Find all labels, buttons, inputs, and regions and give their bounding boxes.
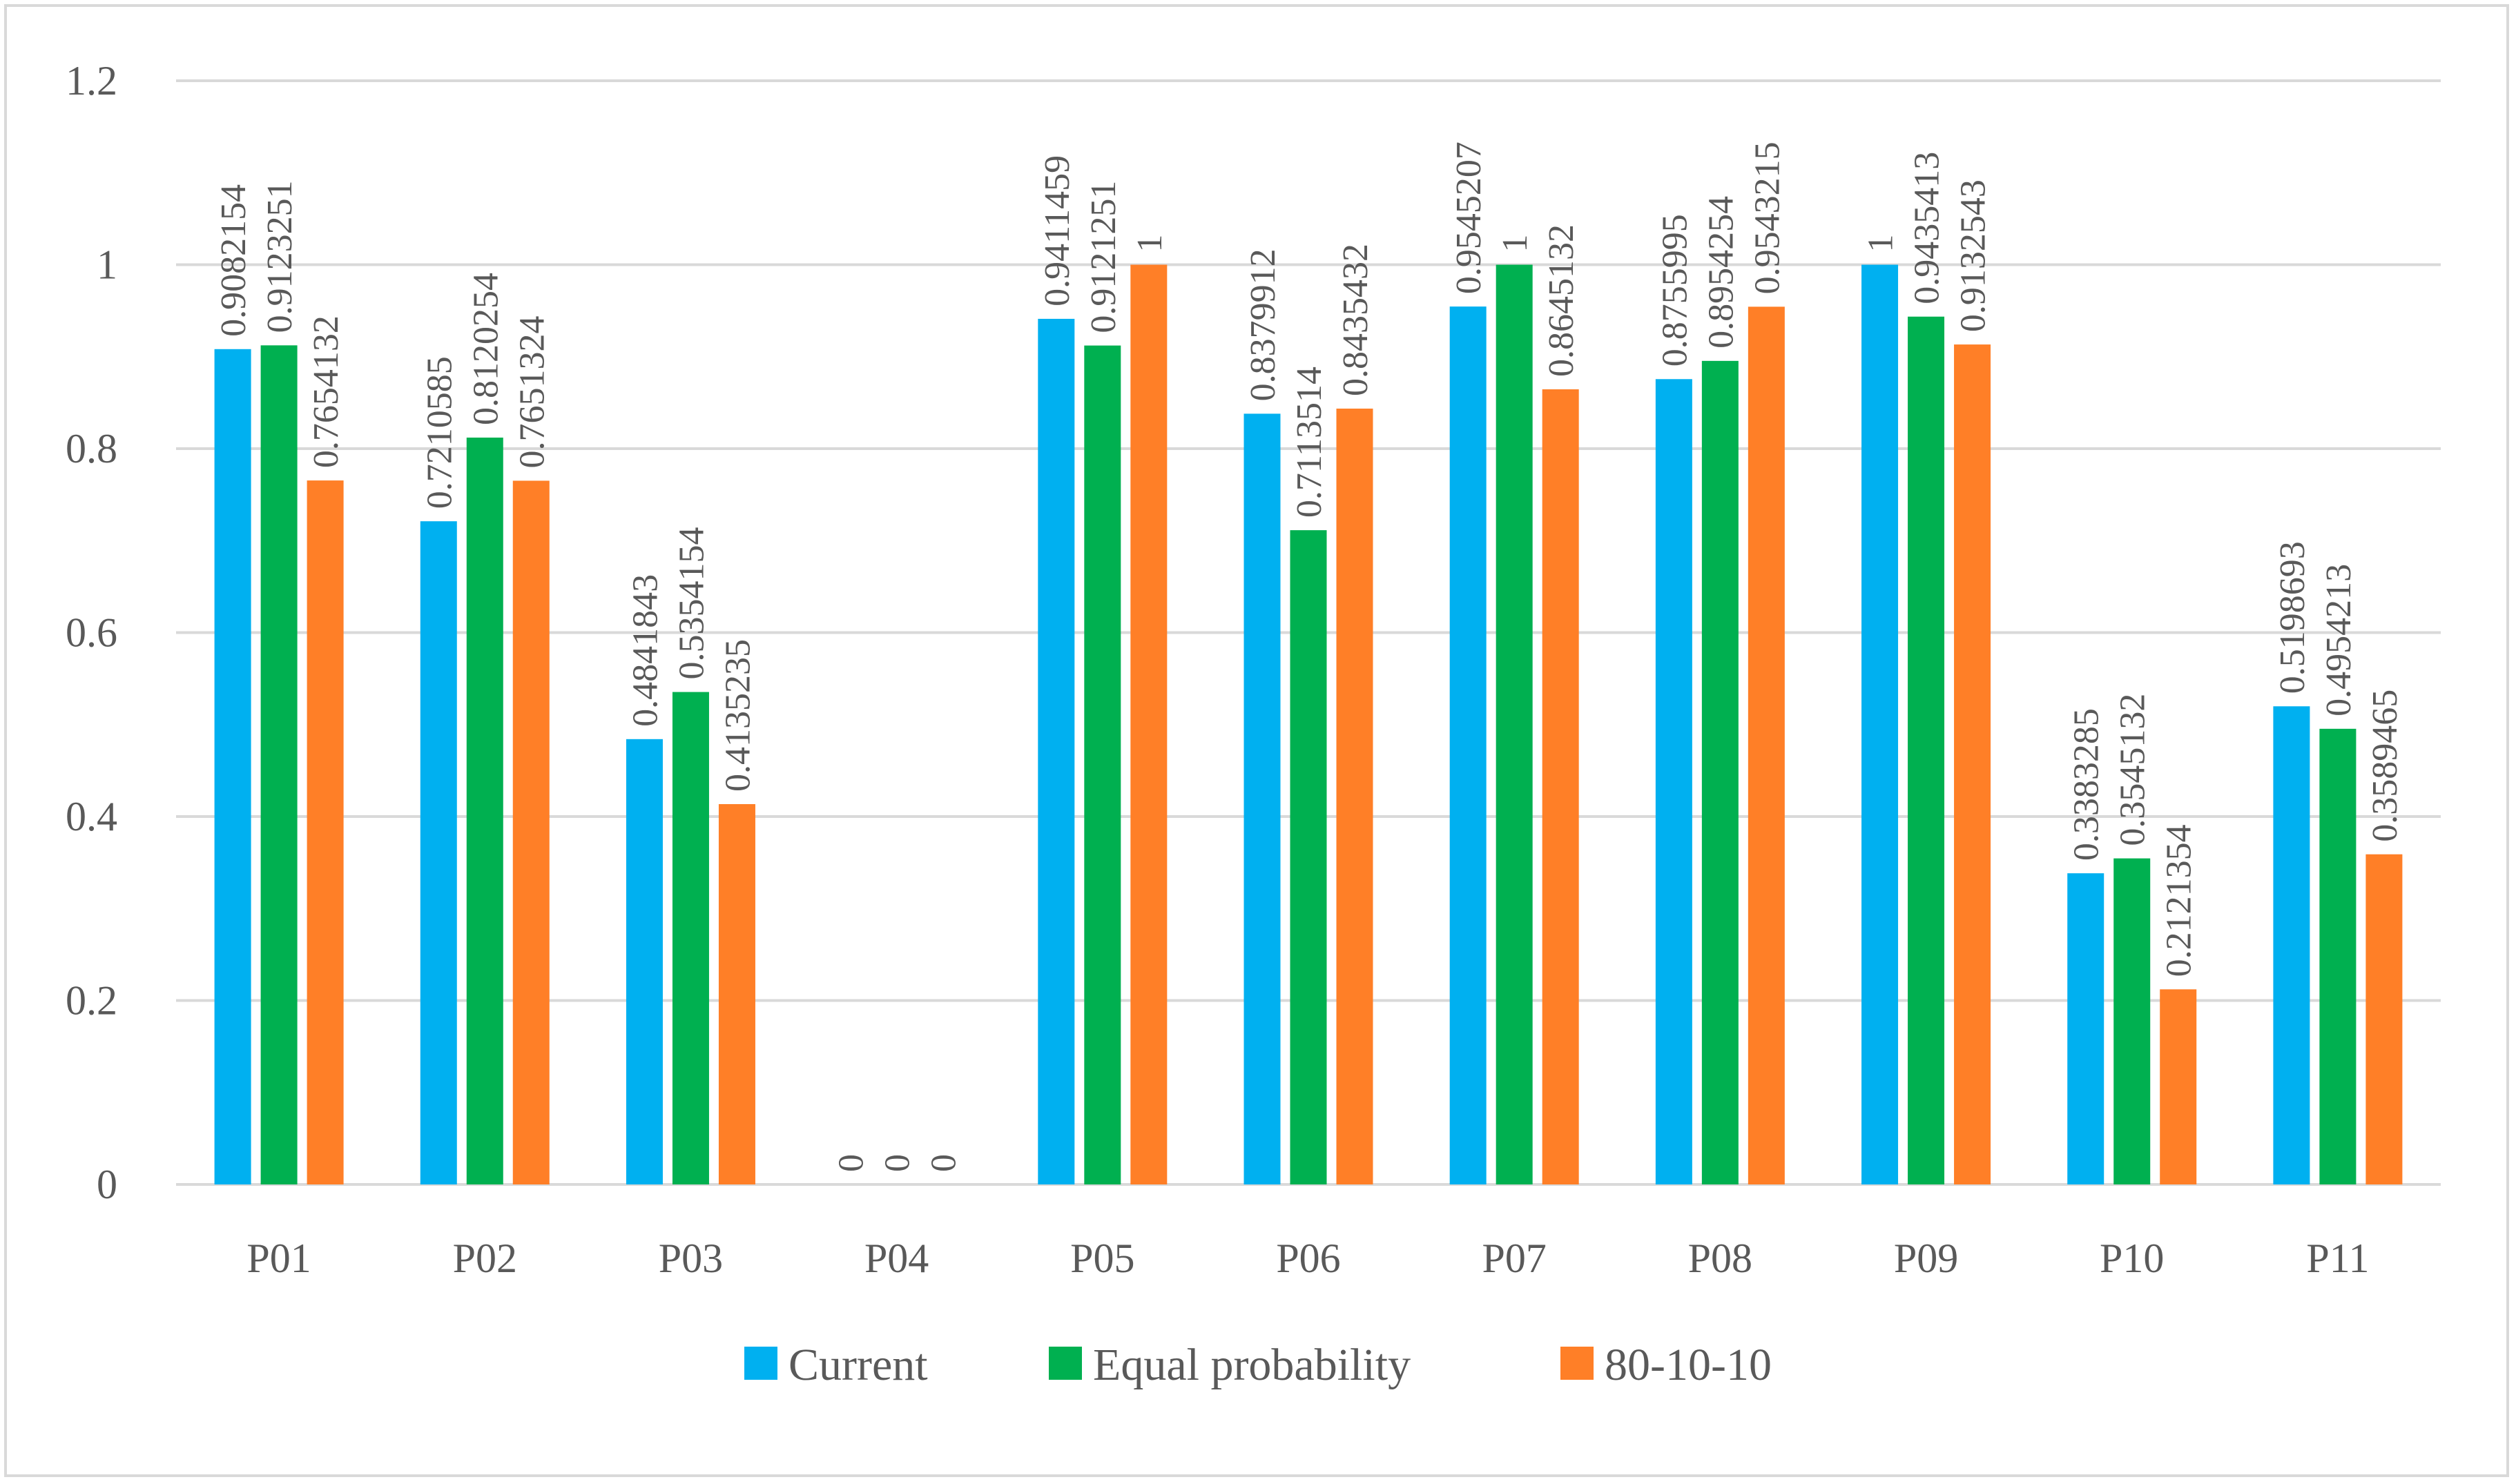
- data-label: 0.9543215: [1748, 141, 1787, 294]
- bar-p03-series-1: [672, 692, 709, 1184]
- data-label: 0: [878, 1154, 918, 1172]
- bar-p06-series-1: [1290, 530, 1327, 1184]
- legend-label: Equal probability: [1093, 1340, 1411, 1390]
- data-label: 0.7654132: [307, 315, 346, 468]
- data-label: 0.3383285: [2067, 708, 2107, 861]
- data-label: 0.9121251: [1084, 181, 1123, 333]
- legend: Current Equal probability 80-10-10: [744, 1340, 1772, 1390]
- data-label: 0.9545207: [1449, 141, 1489, 294]
- data-label: 0.8379912: [1244, 248, 1283, 401]
- data-label: 0.9123251: [260, 180, 300, 333]
- x-tick-label: P03: [659, 1236, 723, 1281]
- x-tick-label: P11: [2306, 1236, 2369, 1281]
- data-label: 0.4954213: [2319, 564, 2359, 716]
- x-tick-label: P01: [246, 1236, 311, 1281]
- y-tick-label: 1: [97, 242, 117, 288]
- bars: [214, 264, 2403, 1185]
- bar-p02-series-2: [512, 480, 550, 1184]
- bar-p01-series-0: [214, 349, 251, 1184]
- x-tick-label: P08: [1688, 1236, 1752, 1281]
- bar-p11-series-1: [2319, 728, 2357, 1184]
- bar-p07-series-0: [1449, 306, 1487, 1184]
- data-label: 0.8954254: [1701, 196, 1741, 349]
- bar-p02-series-0: [420, 521, 457, 1184]
- data-label: 0.9132543: [1954, 179, 1993, 332]
- bar-p06-series-0: [1244, 413, 1281, 1184]
- bar-p10-series-2: [2160, 989, 2197, 1184]
- bar-p09-series-2: [1954, 344, 1991, 1185]
- data-label: 1: [1861, 235, 1901, 253]
- y-tick-label: 0.6: [66, 610, 117, 656]
- x-tick-label: P10: [2100, 1236, 2164, 1281]
- bar-p11-series-2: [2365, 854, 2403, 1184]
- bar-p01-series-1: [260, 345, 298, 1185]
- bar-p10-series-1: [2113, 858, 2151, 1184]
- bar-p09-series-0: [1861, 264, 1899, 1184]
- data-label: 0.7651324: [512, 315, 552, 468]
- data-label: 0.4841843: [626, 574, 665, 727]
- data-label: 0.5354154: [672, 527, 711, 680]
- bar-p08-series-0: [1655, 379, 1692, 1184]
- bar-p10-series-0: [2067, 873, 2104, 1184]
- data-label: 0.9082154: [214, 184, 253, 337]
- data-label: 0.7210585: [420, 356, 459, 509]
- bar-p09-series-1: [1908, 316, 1945, 1185]
- data-label: 0.3545132: [2113, 694, 2153, 846]
- data-label: 0.2121354: [2160, 824, 2199, 977]
- bar-p05-series-1: [1084, 345, 1121, 1185]
- bar-p08-series-2: [1748, 306, 1785, 1185]
- bar-p07-series-1: [1496, 264, 1533, 1184]
- bar-p05-series-0: [1038, 318, 1075, 1184]
- data-label: 0.4135235: [718, 639, 757, 792]
- data-label: 0.3589465: [2365, 690, 2405, 842]
- y-tick-label: 0.8: [66, 426, 117, 471]
- legend-swatch: [1560, 1347, 1594, 1380]
- legend-swatch: [1049, 1347, 1082, 1380]
- bar-p11-series-0: [2273, 706, 2310, 1184]
- data-label: 0.9435413: [1908, 152, 1947, 304]
- bar-p08-series-1: [1701, 360, 1739, 1184]
- x-tick-label: P06: [1276, 1236, 1340, 1281]
- data-label: 0.8755995: [1655, 214, 1694, 367]
- data-label: 0.9411459: [1038, 155, 1077, 306]
- bar-p03-series-2: [718, 803, 755, 1184]
- bar-p01-series-2: [307, 480, 344, 1184]
- y-tick-label: 0.4: [66, 794, 117, 839]
- legend-swatch: [744, 1347, 777, 1380]
- x-tick-label: P07: [1482, 1236, 1546, 1281]
- bar-p02-series-1: [466, 437, 503, 1185]
- y-tick-label: 1.2: [66, 58, 117, 104]
- data-label: 1: [1496, 235, 1535, 253]
- data-label: 0.5198693: [2273, 541, 2312, 694]
- y-tick-label: 0.2: [66, 978, 117, 1024]
- bar-p07-series-2: [1542, 389, 1579, 1184]
- x-tick-label: P05: [1070, 1236, 1134, 1281]
- data-label: 0.8645132: [1542, 224, 1581, 377]
- legend-label: Current: [788, 1340, 928, 1390]
- y-tick-label: 0: [97, 1162, 117, 1207]
- data-label: 0: [925, 1154, 964, 1172]
- data-label: 0: [832, 1154, 871, 1172]
- legend-label: 80-10-10: [1605, 1340, 1772, 1390]
- x-axis-categories: P01 P02 P03 P04 P05 P06 P07 P08 P09 P10 P11: [246, 1236, 2369, 1281]
- data-label: 0.8435432: [1336, 244, 1375, 396]
- data-label: 0.8120254: [466, 273, 505, 425]
- y-axis-ticks: 0 0.2 0.4 0.6 0.8 1 1.2: [66, 58, 117, 1207]
- x-tick-label: P09: [1894, 1236, 1958, 1281]
- bar-p06-series-2: [1336, 408, 1373, 1184]
- gridlines: [176, 79, 2441, 1186]
- bar-p03-series-0: [626, 739, 663, 1184]
- x-tick-label: P04: [864, 1236, 929, 1281]
- x-tick-label: P02: [453, 1236, 517, 1281]
- bar-p05-series-2: [1130, 264, 1168, 1184]
- data-label: 0.7113514: [1290, 367, 1329, 518]
- data-label: 1: [1130, 235, 1170, 253]
